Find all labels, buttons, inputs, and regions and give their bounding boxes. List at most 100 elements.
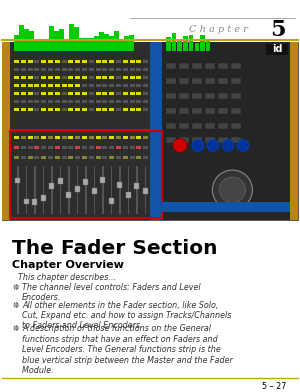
Bar (205, 123, 215, 129)
Bar (34, 136, 39, 140)
Bar (109, 136, 114, 140)
Bar (143, 100, 148, 103)
Bar (44, 40, 49, 51)
Bar (14, 35, 19, 51)
Bar (74, 27, 79, 51)
Bar (48, 92, 53, 95)
Bar (109, 156, 114, 159)
Bar (109, 146, 114, 149)
Bar (61, 100, 67, 103)
Bar (41, 76, 46, 79)
Bar (10, 42, 150, 220)
Bar (14, 136, 19, 140)
Bar (24, 29, 28, 51)
Bar (172, 33, 176, 51)
Bar (231, 78, 241, 84)
Bar (34, 108, 39, 111)
Bar (68, 84, 74, 87)
Bar (82, 100, 87, 103)
Text: ❊: ❊ (13, 301, 20, 310)
Bar (14, 100, 19, 103)
Bar (231, 138, 241, 143)
Bar (41, 84, 46, 87)
Bar (177, 41, 182, 51)
Bar (17, 166, 19, 214)
Bar (92, 188, 97, 194)
Bar (48, 146, 53, 149)
Bar (104, 34, 109, 51)
Bar (89, 156, 94, 159)
Bar (136, 60, 141, 63)
Bar (21, 146, 26, 149)
Bar (68, 108, 74, 111)
Bar (34, 92, 39, 95)
Bar (21, 156, 26, 159)
Bar (82, 156, 87, 159)
Bar (206, 41, 210, 51)
Bar (41, 146, 46, 149)
Bar (266, 44, 288, 55)
Bar (55, 136, 60, 140)
Bar (129, 35, 134, 51)
Bar (136, 84, 141, 87)
Bar (14, 84, 19, 87)
Bar (116, 156, 121, 159)
Bar (143, 108, 148, 111)
Bar (109, 68, 114, 71)
Bar (179, 78, 189, 84)
Bar (48, 108, 53, 111)
Bar (74, 187, 80, 192)
Bar (61, 108, 67, 111)
Bar (28, 68, 33, 71)
Bar (109, 92, 114, 95)
Bar (130, 60, 135, 63)
Bar (218, 138, 228, 143)
Bar (34, 39, 38, 51)
Text: The Fader Section: The Fader Section (12, 239, 217, 258)
Bar (205, 78, 215, 84)
Bar (14, 108, 19, 111)
Bar (83, 179, 88, 185)
Bar (21, 60, 26, 63)
Bar (143, 60, 148, 63)
Bar (28, 100, 33, 103)
Bar (102, 156, 107, 159)
Bar (145, 166, 146, 214)
Bar (75, 108, 80, 111)
Bar (68, 100, 74, 103)
Bar (136, 108, 141, 111)
Bar (192, 63, 202, 69)
Bar (89, 76, 94, 79)
Bar (136, 92, 141, 95)
Circle shape (219, 177, 245, 203)
Bar (2, 42, 10, 220)
Bar (102, 146, 107, 149)
Bar (82, 146, 87, 149)
Bar (116, 100, 121, 103)
Circle shape (222, 140, 234, 151)
Bar (189, 35, 193, 51)
Bar (28, 60, 33, 63)
Bar (102, 92, 107, 95)
Bar (123, 76, 128, 79)
Bar (21, 92, 26, 95)
Bar (34, 100, 39, 103)
Bar (143, 92, 148, 95)
Bar (68, 166, 70, 214)
Bar (34, 166, 35, 214)
Bar (218, 123, 228, 129)
Circle shape (207, 140, 219, 151)
Bar (136, 68, 141, 71)
Bar (96, 146, 100, 149)
Bar (75, 92, 80, 95)
Bar (96, 156, 100, 159)
Bar (162, 202, 290, 212)
Bar (143, 84, 148, 87)
Bar (166, 123, 176, 129)
Bar (48, 60, 53, 63)
Bar (14, 146, 19, 149)
Bar (48, 84, 53, 87)
Bar (68, 68, 74, 71)
Bar (48, 136, 53, 140)
Bar (48, 68, 53, 71)
